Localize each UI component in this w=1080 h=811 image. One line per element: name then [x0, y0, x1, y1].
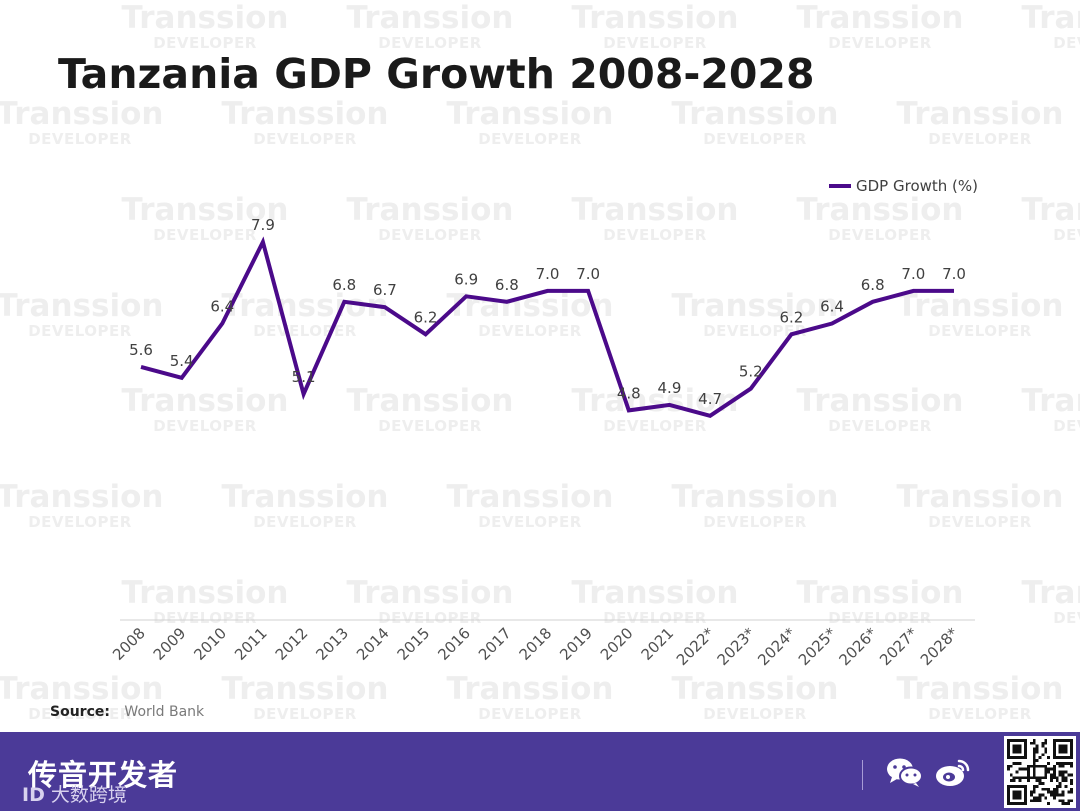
- x-tick-label: 2027*: [876, 624, 921, 669]
- data-point: [505, 300, 509, 304]
- data-label: 7.0: [942, 265, 966, 283]
- data-label: 4.9: [658, 379, 682, 397]
- data-label: 7.0: [576, 265, 600, 283]
- x-tick-label: 2008: [109, 624, 149, 664]
- x-tick-label: 2015: [394, 624, 434, 664]
- wechat-icon[interactable]: [885, 756, 923, 788]
- sub-brand-text: 大数跨境: [50, 784, 127, 806]
- data-point: [383, 305, 387, 309]
- data-point: [871, 300, 875, 304]
- data-point: [139, 365, 143, 369]
- x-tick-label: 2018: [516, 624, 556, 664]
- footer-bar: 传音开发者 ID 大数跨境: [0, 732, 1080, 811]
- x-tick-label: 2020: [597, 624, 637, 664]
- x-tick-label: 2021: [638, 624, 678, 664]
- sub-brand: ID 大数跨境: [22, 780, 127, 807]
- data-label: 5.6: [129, 341, 153, 359]
- series-line-gdp-growth: [140, 236, 954, 418]
- qr-code: [1004, 736, 1076, 808]
- x-tick-label: 2011: [231, 624, 271, 664]
- x-tick-label: 2023*: [714, 624, 759, 669]
- source-label: Source:: [50, 704, 110, 720]
- source-value: World Bank: [124, 704, 205, 720]
- x-tick-label: 2009: [150, 624, 190, 664]
- data-point: [830, 321, 834, 325]
- data-label: 6.4: [210, 297, 234, 315]
- data-point: [627, 408, 631, 412]
- data-label: 6.9: [454, 270, 478, 288]
- data-point: [424, 332, 428, 336]
- x-tick-label: 2014: [353, 624, 393, 664]
- sub-brand-mark: ID: [22, 784, 45, 806]
- data-point: [586, 289, 590, 293]
- data-label: 4.7: [698, 390, 722, 408]
- data-label: 6.4: [820, 297, 844, 315]
- data-point: [261, 240, 265, 244]
- data-point: [220, 321, 224, 325]
- source-note: Source: World Bank: [50, 704, 204, 720]
- data-point: [464, 294, 468, 298]
- data-label: 5.2: [739, 363, 763, 381]
- data-label: 7.0: [901, 265, 925, 283]
- data-label: 6.8: [861, 276, 885, 294]
- x-tick-label: 2024*: [754, 624, 799, 669]
- data-point: [708, 414, 712, 418]
- x-tick-label: 2019: [556, 624, 596, 664]
- x-tick-label: 2012: [272, 624, 312, 664]
- x-tick-label: 2016: [434, 624, 474, 664]
- data-point: [302, 392, 306, 396]
- data-label: 6.2: [779, 308, 803, 326]
- x-tick-label: 2013: [312, 624, 352, 664]
- x-tick-label: 2026*: [835, 624, 880, 669]
- data-point: [789, 332, 793, 336]
- data-label: 7.0: [536, 265, 560, 283]
- data-label: 5.1: [292, 368, 316, 386]
- footer-divider: [862, 760, 863, 790]
- data-point: [667, 403, 671, 407]
- data-point: [749, 387, 753, 391]
- data-label: 7.9: [251, 216, 275, 234]
- brand-name: 传音开发者: [28, 758, 179, 792]
- data-point: [546, 289, 550, 293]
- data-label: 6.8: [332, 276, 356, 294]
- data-label: 5.4: [170, 352, 194, 370]
- data-label: 6.2: [414, 308, 438, 326]
- data-point: [180, 376, 184, 380]
- x-tick-label: 2028*: [917, 624, 962, 669]
- legend-label: GDP Growth (%): [856, 177, 978, 195]
- data-label: 6.7: [373, 281, 397, 299]
- data-point: [342, 300, 346, 304]
- x-tick-label: 2010: [190, 624, 230, 664]
- data-point: [952, 289, 956, 293]
- gdp-line-chart: 5.6 5.4 6.4 7.9 5.1 6.8 6.7 6.2 6.9 6.8 7.0 7.0 4.8 4…: [109, 177, 978, 669]
- x-tick-label: 2022*: [673, 624, 718, 669]
- chart-title: Tanzania GDP Growth 2008-2028: [58, 50, 815, 98]
- x-tick-label: 2025*: [795, 624, 840, 669]
- x-tick-label: 2017: [475, 624, 515, 664]
- weibo-icon[interactable]: [935, 756, 971, 788]
- data-label: 4.8: [617, 384, 641, 402]
- data-label: 6.8: [495, 276, 519, 294]
- data-point: [911, 289, 915, 293]
